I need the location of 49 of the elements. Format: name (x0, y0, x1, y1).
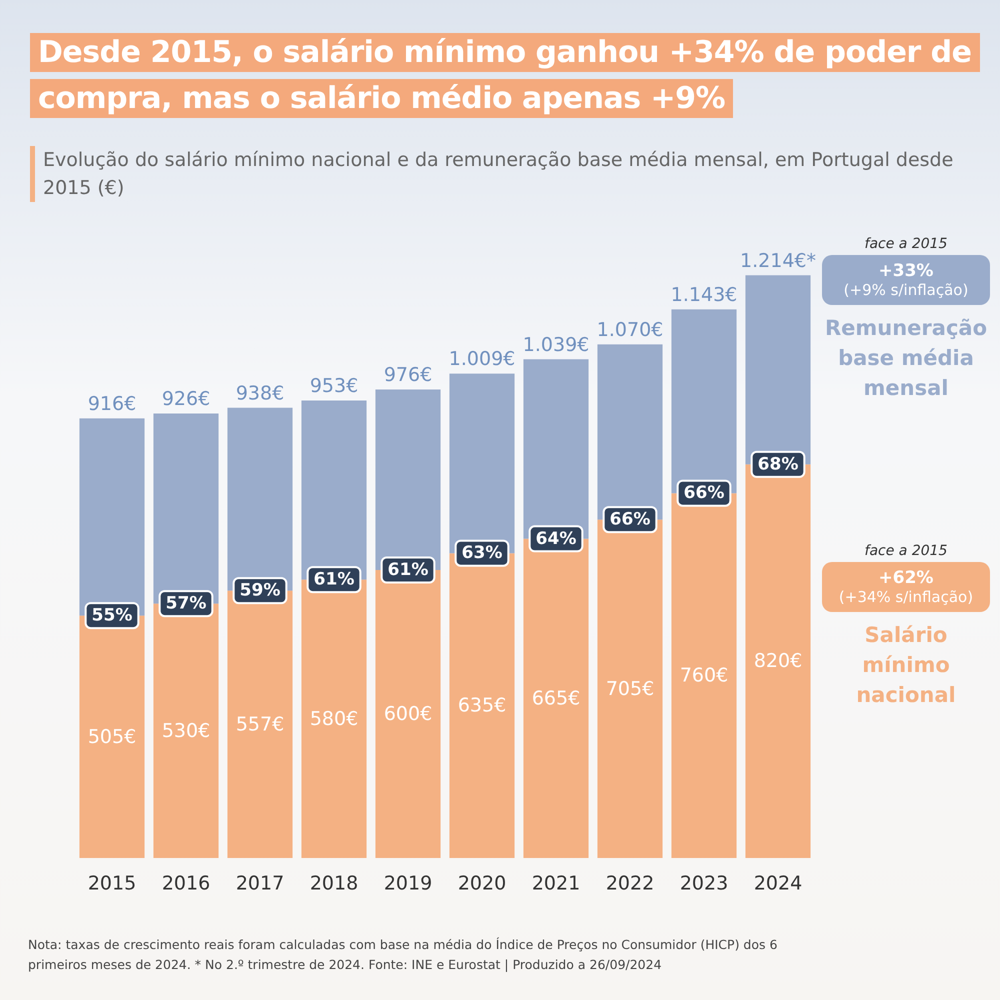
text: Salário mínimo nacional (855, 622, 957, 709)
annotation: 61% (388, 560, 428, 580)
x-tick-label: 2016 (162, 872, 210, 894)
annotation: 66% (610, 510, 650, 530)
total-label: 1.070€ (596, 318, 664, 341)
x-tick-label: 2021 (532, 872, 580, 894)
data-label: 760€ (680, 664, 728, 687)
annotation: 64% (536, 528, 576, 549)
x-tick-label: 2024 (754, 872, 802, 894)
data-label: 580€ (310, 708, 358, 730)
annotation: 61% (314, 570, 354, 590)
total-label: 976€ (384, 364, 432, 386)
data-label: 705€ (606, 678, 654, 700)
annotation: 55% (92, 606, 132, 626)
data-label: 600€ (384, 703, 432, 725)
data-label: 505€ (88, 726, 136, 748)
x-tick-label: 2020 (458, 872, 506, 894)
total-label: 916€ (88, 392, 136, 415)
annotation: 63% (462, 543, 502, 564)
x-tick-label: 2018 (310, 872, 358, 894)
text: face a 2015 (864, 543, 948, 559)
text: (+34% s/inflação) (838, 588, 974, 606)
annotation: 66% (684, 483, 724, 504)
total-label: 1.039€ (522, 334, 590, 356)
x-tick-label: 2015 (88, 872, 136, 894)
data-label: 820€ (754, 650, 802, 672)
data-label: 557€ (236, 713, 284, 736)
text: Nota: taxas de crescimento reais foram calculadas com base na média do Índice de Preços no Consumidor (HICP) dos 6 primeiros meses de 2024. * No 2.º trimestre de 2024. Fonte: INE e Eurostat | Produzido a 26/09/2024 (28, 936, 778, 974)
total-label: 938€ (236, 382, 284, 404)
x-tick-label: 2019 (384, 872, 432, 894)
annotation: 68% (758, 454, 798, 474)
x-tick-label: 2022 (606, 872, 654, 894)
x-tick-label: 2017 (236, 872, 284, 894)
total-label: 926€ (162, 388, 210, 410)
text: (+9% s/inflação) (842, 281, 970, 299)
data-label: 665€ (532, 687, 580, 710)
text: face a 2015 (864, 236, 948, 252)
x-tick-label: 2023 (680, 872, 728, 894)
annotation: 59% (240, 580, 280, 601)
annotation: 57% (166, 594, 206, 614)
total-label: 1.009€ (448, 348, 516, 370)
chart-title: Desde 2015, o salário mínimo ganhou +34% de poder de compra, mas o salário médio apenas +9% (30, 33, 980, 118)
total-label: 1.143€ (670, 284, 738, 306)
series-label: Remuneração base média mensal (824, 315, 988, 402)
total-label: 953€ (310, 375, 358, 398)
total-label: 1.214€* (740, 250, 816, 272)
data-label: 635€ (458, 694, 506, 717)
data-label: 530€ (162, 720, 210, 742)
chart-subtitle: Evolução do salário mínimo nacional e da remuneração base média mensal, em Portugal desde 2015 (€) (30, 146, 983, 202)
